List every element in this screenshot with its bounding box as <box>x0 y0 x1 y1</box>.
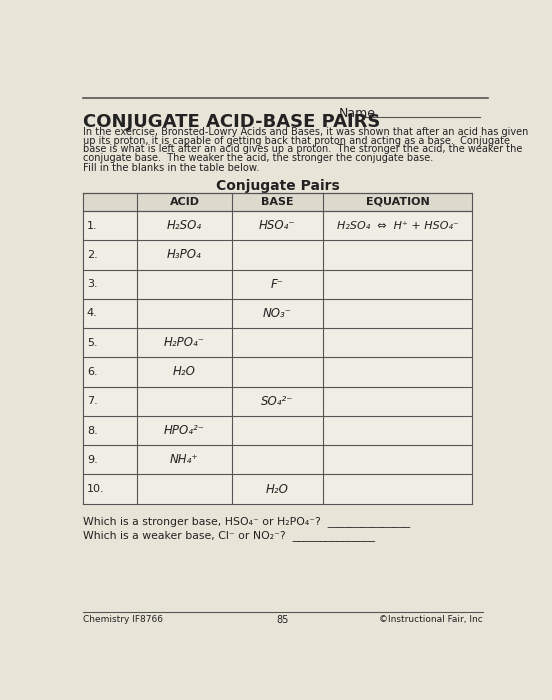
Text: HPO₄²⁻: HPO₄²⁻ <box>164 424 205 437</box>
Text: Name: Name <box>339 107 376 120</box>
Text: 5.: 5. <box>87 337 98 348</box>
Text: 6.: 6. <box>87 367 98 377</box>
Text: H₂SO₄  ⇔  H⁺ + HSO₄⁻: H₂SO₄ ⇔ H⁺ + HSO₄⁻ <box>337 220 459 231</box>
Text: Fill in the blanks in the table below.: Fill in the blanks in the table below. <box>83 163 259 174</box>
Text: 10.: 10. <box>87 484 104 494</box>
Text: CONJUGATE ACID-BASE PAIRS: CONJUGATE ACID-BASE PAIRS <box>83 113 380 132</box>
Text: 4.: 4. <box>87 309 98 318</box>
Text: 1.: 1. <box>87 220 98 231</box>
Text: 9.: 9. <box>87 455 98 465</box>
Text: conjugate base.  The weaker the acid, the stronger the conjugate base.: conjugate base. The weaker the acid, the… <box>83 153 433 162</box>
Text: EQUATION: EQUATION <box>366 197 429 206</box>
Text: 3.: 3. <box>87 279 98 289</box>
Text: ©Instructional Fair, Inc: ©Instructional Fair, Inc <box>379 615 483 624</box>
Text: base is what is left after an acid gives up a proton.  The stronger the acid, th: base is what is left after an acid gives… <box>83 144 522 154</box>
Text: In the exercise, Bronsted-Lowry Acids and Bases, it was shown that after an acid: In the exercise, Bronsted-Lowry Acids an… <box>83 127 528 137</box>
Text: BASE: BASE <box>261 197 294 206</box>
Text: Which is a weaker base, Cl⁻ or NO₂⁻?  _______________: Which is a weaker base, Cl⁻ or NO₂⁻? ___… <box>83 530 375 540</box>
Text: up its proton, it is capable of getting back that proton and acting as a base.  : up its proton, it is capable of getting … <box>83 136 510 146</box>
Text: NH₄⁺: NH₄⁺ <box>170 454 199 466</box>
Text: H₂O: H₂O <box>173 365 196 379</box>
Text: H₂SO₄: H₂SO₄ <box>167 219 202 232</box>
Text: Chemistry IF8766: Chemistry IF8766 <box>83 615 163 624</box>
Text: ACID: ACID <box>169 197 199 206</box>
Bar <box>83 193 472 211</box>
Text: NO₃⁻: NO₃⁻ <box>263 307 292 320</box>
Text: 7.: 7. <box>87 396 98 406</box>
Text: H₃PO₄: H₃PO₄ <box>167 248 202 261</box>
Text: F⁻: F⁻ <box>271 278 284 290</box>
Text: Which is a stronger base, HSO₄⁻ or H₂PO₄⁻?  _______________: Which is a stronger base, HSO₄⁻ or H₂PO₄… <box>83 516 410 527</box>
Text: Conjugate Pairs: Conjugate Pairs <box>216 178 340 192</box>
Text: H₂PO₄⁻: H₂PO₄⁻ <box>164 336 205 349</box>
Text: 2.: 2. <box>87 250 98 260</box>
Text: HSO₄⁻: HSO₄⁻ <box>259 219 296 232</box>
Bar <box>83 193 472 504</box>
Text: 8.: 8. <box>87 426 98 435</box>
Text: H₂O: H₂O <box>266 482 289 496</box>
Text: 85: 85 <box>277 615 289 625</box>
Text: SO₄²⁻: SO₄²⁻ <box>261 395 294 407</box>
